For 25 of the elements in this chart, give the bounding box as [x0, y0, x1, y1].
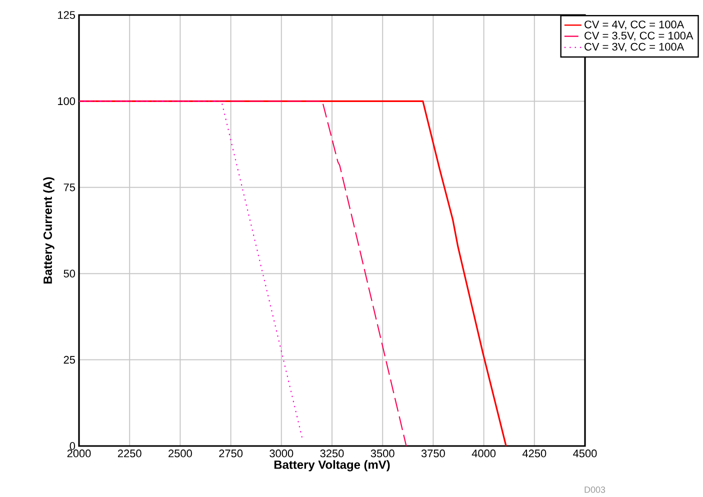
x-axis-title: Battery Voltage (mV): [274, 460, 390, 472]
y-tick-label: 125: [58, 11, 76, 19]
x-tick-label: 2500: [168, 450, 192, 458]
legend-label: CV = 4V, CC = 100A: [584, 20, 684, 30]
x-tick-label: 2250: [118, 450, 142, 458]
x-tick-label: 4500: [573, 450, 597, 458]
line-series: [79, 100, 407, 446]
y-tick-label: 75: [64, 184, 76, 192]
x-tick-label: 2750: [219, 450, 243, 458]
x-tick-label: 4250: [522, 450, 546, 458]
x-tick-label: 2000: [67, 450, 91, 458]
x-tick-label: 3500: [370, 450, 394, 458]
y-tick-label: 100: [58, 97, 76, 106]
x-tick-label: 3000: [270, 450, 294, 458]
line-series: [79, 100, 507, 446]
legend-label: CV = 3.5V, CC = 100A: [584, 32, 694, 41]
text: D003: [584, 486, 606, 493]
y-tick-label: 50: [64, 270, 76, 278]
y-tick-label: 25: [64, 356, 76, 364]
x-tick-label: 4000: [472, 450, 496, 458]
x-tick-label: 3250: [320, 450, 344, 458]
legend-label: CV = 3V, CC = 100A: [584, 42, 684, 52]
y-tick-label: 0: [70, 442, 76, 450]
y-axis-title: Battery Current (A): [43, 177, 54, 284]
x-tick-label: 3750: [421, 450, 445, 458]
